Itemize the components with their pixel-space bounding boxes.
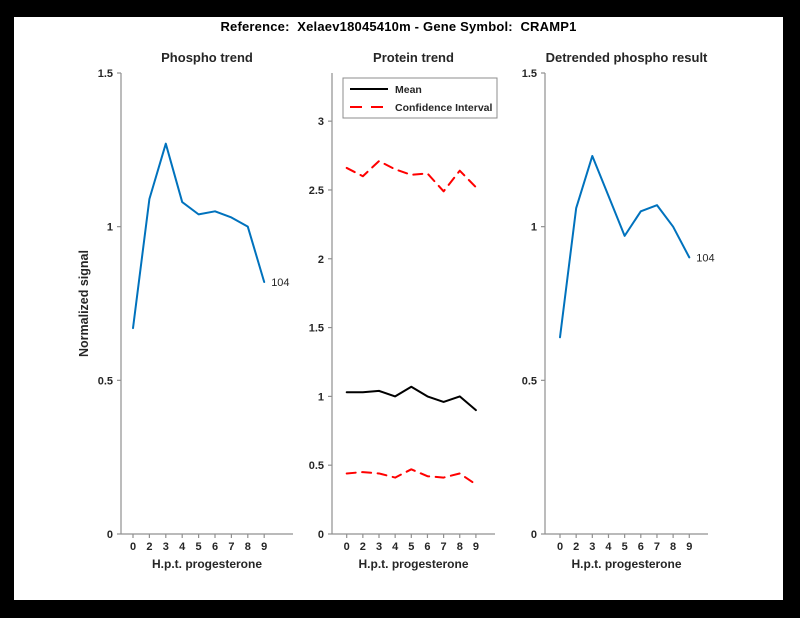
confidence-interval-lower-line	[345, 468, 477, 486]
x-tick-label: 9	[473, 541, 479, 553]
x-tick-label: 6	[638, 541, 644, 553]
x-tick-label: 8	[670, 541, 676, 553]
x-tick-label: 9	[261, 541, 267, 553]
x-tick-label: 7	[654, 541, 660, 553]
x-tick-label: 6	[212, 541, 218, 553]
x-tick-label: 7	[441, 541, 447, 553]
y-tick-label: 1.5	[309, 323, 324, 335]
y-tick-label: 1	[107, 222, 113, 234]
legend-box	[342, 77, 498, 119]
y-tick-label: 1	[318, 391, 324, 403]
x-tick-label: 3	[589, 541, 595, 553]
x-tick-label: 4	[605, 541, 612, 553]
y-tick-label: 1	[531, 222, 537, 234]
y-tick-label: 3	[318, 116, 324, 128]
x-tick-label: 2	[573, 541, 579, 553]
x-tick-label: 2	[146, 541, 152, 553]
figure-canvas: Reference: Xelaev18045410m - Gene Symbol…	[14, 17, 783, 600]
y-axis-label: Normalized signal	[77, 250, 91, 357]
x-tick-label: 0	[557, 541, 563, 553]
confidence-interval-upper-line	[345, 160, 477, 193]
y-tick-label: 2.5	[309, 185, 324, 197]
figure-title: Reference: Xelaev18045410m - Gene Symbol…	[220, 19, 577, 34]
detrended-phospho-signal-line	[559, 154, 691, 339]
y-tick-label: 2	[318, 254, 324, 266]
subplot-title: Detrended phospho result	[546, 50, 708, 65]
y-tick-label: 0.5	[309, 460, 324, 472]
x-tick-label: 9	[686, 541, 692, 553]
y-tick-label: 1.5	[98, 68, 113, 80]
x-tick-label: 5	[196, 541, 202, 553]
phospho-signal-line	[132, 142, 266, 330]
y-tick-label: 0	[531, 529, 537, 541]
legend-label: Mean	[395, 84, 422, 96]
x-tick-label: 5	[408, 541, 414, 553]
y-tick-label: 0	[107, 529, 113, 541]
subplot-title: Protein trend	[373, 50, 454, 65]
subplot-title: Phospho trend	[161, 50, 253, 65]
x-tick-label: 2	[360, 541, 366, 553]
x-tick-label: 7	[228, 541, 234, 553]
x-tick-label: 3	[163, 541, 169, 553]
x-tick-label: 8	[245, 541, 251, 553]
x-tick-label: 0	[130, 541, 136, 553]
x-tick-label: 4	[179, 541, 186, 553]
legend: Mean Confidence Interval	[342, 77, 498, 119]
x-tick-label: 6	[424, 541, 430, 553]
x-tick-label: 3	[376, 541, 382, 553]
y-tick-label: 0.5	[522, 375, 537, 387]
y-tick-label: 0	[318, 529, 324, 541]
x-axis-label: H.p.t. progesterone	[152, 557, 262, 571]
x-tick-label: 8	[457, 541, 463, 553]
series-end-label: 104	[696, 252, 714, 264]
x-tick-label: 5	[622, 541, 628, 553]
y-tick-label: 1.5	[522, 68, 537, 80]
x-axis-label: H.p.t. progesterone	[571, 557, 681, 571]
mean-line	[345, 385, 477, 412]
x-axis-label: H.p.t. progesterone	[358, 557, 468, 571]
x-tick-label: 4	[392, 541, 399, 553]
y-tick-label: 0.5	[98, 375, 113, 387]
series-end-label: 104	[271, 277, 289, 289]
x-tick-label: 0	[344, 541, 350, 553]
legend-label: Confidence Interval	[395, 102, 493, 114]
